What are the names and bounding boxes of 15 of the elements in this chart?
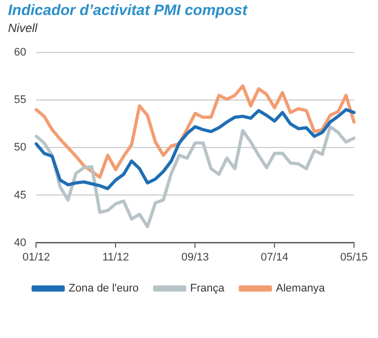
y-tick-label: 50 bbox=[14, 142, 26, 154]
legend-label: Zona de l'euro bbox=[68, 282, 139, 295]
x-tick-label: 11/12 bbox=[102, 251, 130, 264]
chart-title: Indicador d’activitat PMI compost bbox=[8, 2, 248, 19]
legend-label: França bbox=[190, 282, 226, 295]
y-axis-title: Nivell bbox=[8, 21, 38, 35]
y-tick-label: 55 bbox=[14, 94, 26, 106]
x-tick-label: 05/15 bbox=[340, 251, 368, 264]
legend-label: Alemanya bbox=[276, 282, 326, 295]
y-tick-label: 40 bbox=[14, 236, 26, 249]
x-tick-label: 07/14 bbox=[260, 251, 288, 264]
x-tick-label: 09/13 bbox=[181, 251, 209, 264]
y-tick-label: 45 bbox=[14, 189, 26, 202]
y-tick-label: 60 bbox=[14, 46, 26, 59]
x-tick-label: 01/12 bbox=[22, 251, 50, 264]
